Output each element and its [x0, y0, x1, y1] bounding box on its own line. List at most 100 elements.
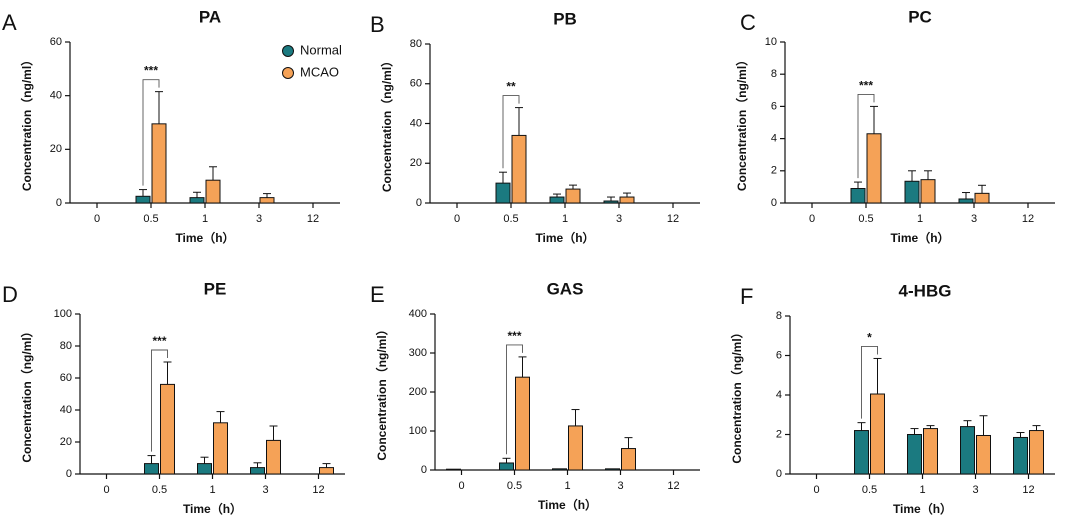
bar-mcao-0_5 — [160, 383, 175, 475]
bar-mcao-12 — [1029, 430, 1044, 475]
y-tick-label: 0 — [66, 468, 72, 480]
bar-mcao-3 — [259, 197, 275, 204]
y-tick-label: 100 — [409, 425, 427, 437]
bar-normal-1 — [189, 197, 205, 204]
y-tick-label: 80 — [410, 38, 422, 50]
bar-mcao-0_5 — [151, 123, 167, 204]
panel-c: C PC 0 2 4 6 8 10 0 0.5 1 3 12 Time（h） Concentration（n… — [734, 7, 1055, 245]
y-tick-label: 80 — [60, 340, 72, 352]
bar-normal-0_5 — [850, 188, 866, 204]
bar-mcao-1 — [568, 425, 583, 471]
x-tick-label: 1 — [562, 213, 568, 225]
y-tick-label: 6 — [776, 349, 782, 361]
panel-title: PB — [553, 9, 577, 28]
bar-normal-0_5 — [499, 462, 514, 471]
x-tick-label: 0.5 — [507, 480, 522, 492]
panel-title: PC — [908, 7, 932, 26]
bar-normal-0_5 — [495, 182, 511, 204]
x-tick-label: 12 — [1022, 213, 1034, 225]
bar-mcao-0_5 — [515, 376, 530, 471]
x-tick-label: 12 — [1022, 484, 1034, 496]
y-axis-label: Concentration（ng/ml） — [729, 326, 744, 463]
bar-normal-3 — [250, 467, 265, 475]
x-tick-label: 12 — [307, 213, 319, 225]
panel-title: PA — [199, 7, 221, 26]
bar-normal-1 — [197, 463, 212, 475]
x-tick-label: 0.5 — [143, 213, 158, 225]
bar-mcao-0_5 — [866, 133, 882, 204]
significance-bracket — [142, 79, 160, 186]
significance-bracket — [151, 349, 168, 452]
legend-marker-normal — [282, 45, 294, 57]
x-tick-label: 0.5 — [152, 484, 167, 496]
y-tick-label: 400 — [409, 308, 427, 320]
y-tick-label: 6 — [771, 100, 777, 112]
panel-b: B PB 0 20 40 60 80 0 0.5 1 3 12 Time（h） Concentration… — [370, 9, 700, 245]
y-tick-label: 4 — [776, 389, 782, 401]
y-tick-label: 20 — [410, 157, 422, 169]
legend-marker-mcao — [282, 67, 294, 79]
y-tick-label: 8 — [776, 310, 782, 322]
x-tick-label: 3 — [972, 484, 978, 496]
bar-mcao-3 — [619, 196, 635, 204]
x-tick-label: 3 — [262, 484, 268, 496]
bar-normal-1 — [907, 434, 922, 475]
significance-label: *** — [859, 78, 873, 92]
bar-normal-3 — [960, 426, 975, 475]
panel-e: E GAS 0 100 200 300 400 0 0.5 1 3 12 Time（h） Concentr… — [370, 279, 700, 512]
x-tick-label: 12 — [667, 213, 679, 225]
x-tick-label: 1 — [917, 213, 923, 225]
y-tick-label: 0 — [416, 197, 422, 209]
bar-normal-0 — [446, 468, 461, 471]
bar-mcao-1 — [920, 179, 936, 204]
significance-bracket — [857, 93, 875, 179]
x-tick-label: 3 — [256, 213, 262, 225]
legend-label-mcao: MCAO — [300, 64, 339, 79]
panel-title: GAS — [547, 279, 584, 298]
bar-mcao-1 — [213, 422, 228, 475]
panel-letter: A — [2, 10, 17, 35]
x-tick-label: 1 — [202, 213, 208, 225]
x-tick-label: 0 — [458, 480, 464, 492]
x-tick-label: 12 — [667, 480, 679, 492]
panel-a: A PA 0 20 40 60 0 0.5 1 3 12 Time（h） Concentration（n… — [2, 7, 340, 245]
bar-mcao-1 — [923, 428, 938, 475]
y-tick-label: 2 — [771, 165, 777, 177]
x-tick-label: 0.5 — [862, 484, 877, 496]
significance-bracket — [506, 344, 523, 455]
y-tick-label: 40 — [60, 404, 72, 416]
bar-normal-12 — [1013, 436, 1028, 475]
x-tick-label: 0 — [103, 484, 109, 496]
significance-bracket — [502, 95, 520, 169]
y-tick-label: 2 — [776, 428, 782, 440]
x-tick-label: 0.5 — [858, 213, 873, 225]
significance-label: *** — [152, 334, 166, 348]
bar-normal-0_5 — [135, 195, 151, 204]
y-tick-label: 0 — [776, 468, 782, 480]
bar-mcao-1 — [565, 188, 581, 204]
x-tick-label: 1 — [564, 480, 570, 492]
y-tick-label: 0 — [421, 464, 427, 476]
bar-normal-1 — [904, 180, 920, 204]
y-tick-label: 60 — [410, 78, 422, 90]
x-tick-label: 3 — [971, 213, 977, 225]
panel-f: F 4-HBG 0 2 4 6 8 0 0.5 1 3 12 Time（h） Concentration（… — [729, 281, 1055, 516]
y-tick-label: 100 — [54, 308, 72, 320]
y-axis-label: Concentration（ng/ml） — [19, 325, 34, 462]
significance-label: *** — [507, 329, 521, 343]
y-tick-label: 40 — [50, 90, 62, 102]
significance-label: *** — [144, 64, 158, 78]
bar-normal-3 — [603, 200, 619, 204]
x-axis-label: Time（h） — [535, 230, 594, 245]
y-tick-label: 4 — [771, 133, 777, 145]
y-tick-label: 40 — [410, 117, 422, 129]
y-axis-label: Concentration（ng/ml） — [734, 54, 749, 191]
y-tick-label: 20 — [60, 436, 72, 448]
bar-mcao-0_5 — [870, 393, 885, 475]
panel-title: PE — [204, 279, 227, 298]
panel-letter: C — [740, 10, 756, 35]
y-tick-label: 0 — [771, 197, 777, 209]
bar-normal-3 — [605, 468, 620, 471]
panel-letter: B — [370, 12, 385, 37]
